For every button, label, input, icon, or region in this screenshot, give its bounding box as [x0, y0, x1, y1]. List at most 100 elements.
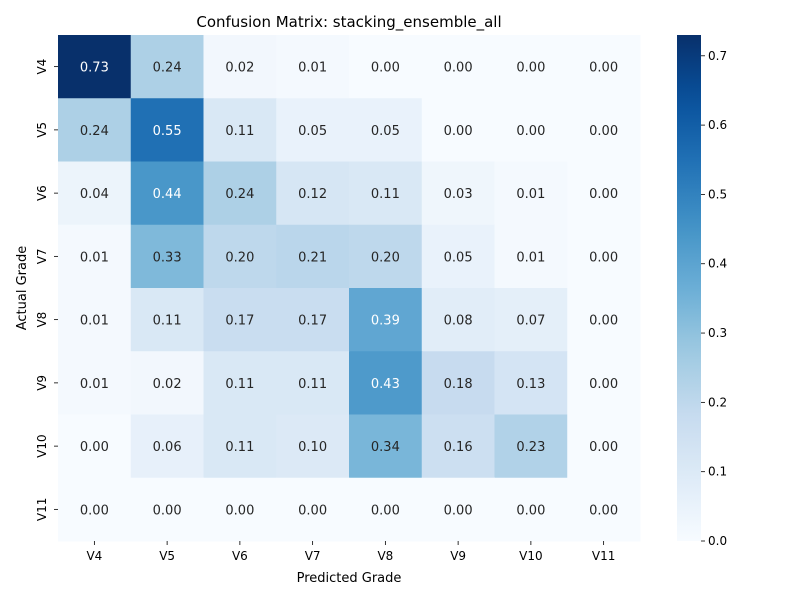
cell-value-label: 0.00	[589, 377, 618, 392]
cell-value-label: 0.00	[589, 61, 618, 76]
colorbar-tick-label: 0.5	[708, 187, 727, 201]
y-tick-label: V7	[35, 248, 49, 264]
x-tick-label: V7	[305, 549, 321, 563]
chart-title: Confusion Matrix: stacking_ensemble_all	[196, 13, 501, 32]
heatmap-cell	[421, 351, 495, 415]
colorbar-tick-label: 0.3	[708, 326, 727, 340]
cell-value-label: 0.73	[80, 61, 109, 76]
heatmap-cell	[494, 288, 568, 352]
heatmap-cell	[130, 35, 204, 99]
cell-value-label: 0.00	[589, 187, 618, 202]
cell-value-label: 0.21	[298, 250, 327, 265]
cell-value-label: 0.24	[80, 124, 109, 139]
y-tick-label: V10	[35, 434, 49, 457]
cell-value-label: 0.00	[589, 503, 618, 518]
heatmap-cell	[58, 161, 132, 226]
x-tick-label: V5	[159, 549, 175, 563]
colorbar-tick-label: 0.6	[708, 118, 727, 132]
y-axis: V4 V5 V6 V7 V8 V9 V10 V11	[35, 59, 58, 521]
x-tick-label: V6	[232, 549, 248, 563]
heatmap-cell	[130, 288, 204, 352]
heatmap-cell	[567, 161, 641, 226]
cell-value-label: 0.00	[80, 503, 109, 518]
y-tick-label: V6	[35, 185, 49, 201]
heatmap-cell	[203, 288, 277, 352]
heatmap-cell	[421, 35, 495, 99]
heatmap-cell	[58, 288, 132, 352]
cell-value-label: 0.00	[298, 503, 327, 518]
colorbar-gradient	[677, 35, 701, 541]
heatmap-cell	[421, 98, 495, 162]
cell-value-label: 0.24	[225, 187, 254, 202]
heatmap-cell	[494, 98, 568, 162]
heatmap-cell	[276, 288, 350, 352]
cell-value-label: 0.24	[153, 61, 182, 76]
x-tick-label: V4	[86, 549, 102, 563]
heatmap-cell	[349, 224, 423, 289]
cell-value-label: 0.06	[153, 440, 182, 455]
heatmap-cell	[494, 351, 568, 415]
cell-value-label: 0.07	[516, 314, 545, 329]
heatmap-cell	[58, 35, 132, 99]
cell-value-label: 0.05	[298, 124, 327, 139]
heatmap-cell	[58, 98, 132, 162]
cell-value-label: 0.00	[589, 440, 618, 455]
cell-value-label: 0.12	[298, 187, 327, 202]
cell-value-label: 0.05	[371, 124, 400, 139]
heatmap-cell	[567, 98, 641, 162]
y-tick-label: V9	[35, 375, 49, 391]
cell-value-label: 0.43	[371, 377, 400, 392]
cell-value-label: 0.02	[153, 377, 182, 392]
cell-value-label: 0.55	[153, 124, 182, 139]
cell-value-label: 0.20	[371, 250, 400, 265]
x-tick-label: V10	[519, 549, 542, 563]
heatmap-cell	[58, 414, 132, 479]
heatmap-cell	[567, 35, 641, 99]
cell-value-label: 0.00	[80, 440, 109, 455]
cell-value-label: 0.00	[153, 503, 182, 518]
colorbar-tick-label: 0.7	[708, 49, 727, 63]
cell-value-label: 0.11	[225, 440, 254, 455]
cell-value-label: 0.11	[153, 314, 182, 329]
heatmap-cell	[421, 288, 495, 352]
heatmap-cell	[276, 414, 350, 479]
cell-value-label: 0.17	[225, 314, 254, 329]
cell-value-label: 0.00	[516, 61, 545, 76]
cell-value-label: 0.44	[153, 187, 182, 202]
heatmap-cell	[130, 161, 204, 226]
heatmap-grid: 0.73 0.24 0.02 0.01 0.00 0.00 0.00 0.00 0.24 0.55…	[58, 35, 641, 542]
cell-value-label: 0.04	[80, 187, 109, 202]
x-tick-label: V8	[377, 549, 393, 563]
heatmap-cell	[130, 477, 204, 542]
heatmap-cell	[494, 35, 568, 99]
heatmap-cell	[276, 161, 350, 226]
cell-value-label: 0.01	[80, 250, 109, 265]
heatmap-cell	[421, 477, 495, 542]
y-tick-label: V11	[35, 498, 49, 521]
x-axis: V4 V5 V6 V7 V8 V9 V10 V11	[86, 541, 615, 563]
heatmap-cell	[203, 35, 277, 99]
heatmap-cell	[58, 351, 132, 415]
cell-value-label: 0.00	[225, 503, 254, 518]
cell-value-label: 0.00	[444, 503, 473, 518]
heatmap-cell	[276, 98, 350, 162]
x-tick-label: V9	[450, 549, 466, 563]
heatmap-cell	[567, 414, 641, 479]
heatmap-cell	[203, 161, 277, 226]
heatmap-cell	[276, 351, 350, 415]
cell-value-label: 0.00	[371, 503, 400, 518]
cell-value-label: 0.00	[371, 61, 400, 76]
colorbar-tick-label: 0.1	[708, 465, 727, 479]
cell-value-label: 0.00	[516, 503, 545, 518]
heatmap-cell	[567, 288, 641, 352]
heatmap-cell	[203, 477, 277, 542]
heatmap-cell	[349, 161, 423, 226]
heatmap-cell	[58, 477, 132, 542]
cell-value-label: 0.11	[298, 377, 327, 392]
heatmap-cell	[349, 35, 423, 99]
cell-value-label: 0.01	[516, 187, 545, 202]
cell-value-label: 0.17	[298, 314, 327, 329]
heatmap-cell	[349, 414, 423, 479]
heatmap-cell	[349, 98, 423, 162]
heatmap-cell	[567, 224, 641, 289]
